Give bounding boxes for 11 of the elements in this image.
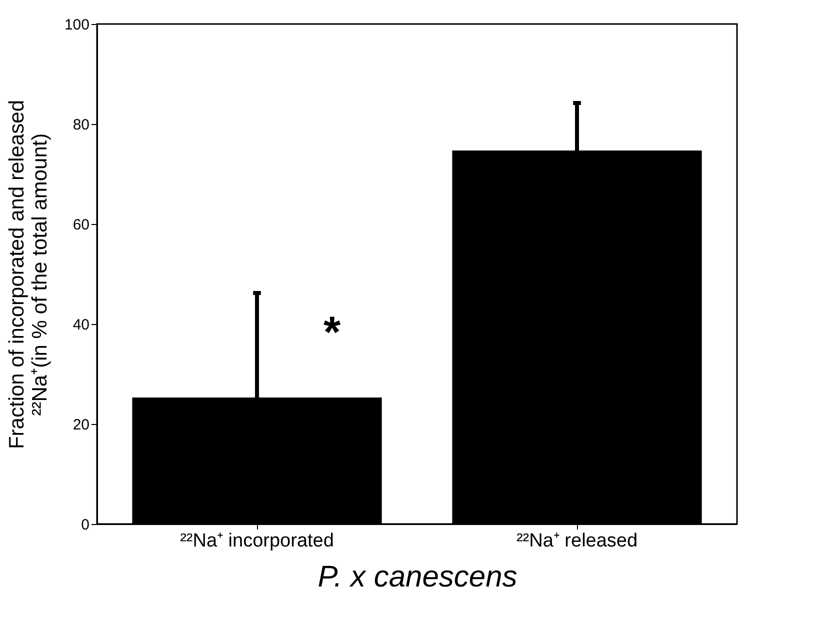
y-tick-label: 20 <box>72 416 90 434</box>
x-axis-title: P. x canescens <box>318 560 518 594</box>
y-tick-label: 60 <box>72 216 90 234</box>
y-axis-title: Fraction of incorporated and released ²²Na⁺(in % of the total amount) <box>5 100 52 450</box>
y-tick-label: 80 <box>72 116 90 134</box>
y-tick-label: 100 <box>64 16 90 34</box>
annotation: * <box>323 308 342 357</box>
x-tick-label: ²²Na⁺ released <box>516 530 638 552</box>
y-tick-label: 0 <box>81 516 90 534</box>
x-tick-label: ²²Na⁺ incorporated <box>180 530 334 552</box>
y-tick-label: 40 <box>72 316 90 334</box>
